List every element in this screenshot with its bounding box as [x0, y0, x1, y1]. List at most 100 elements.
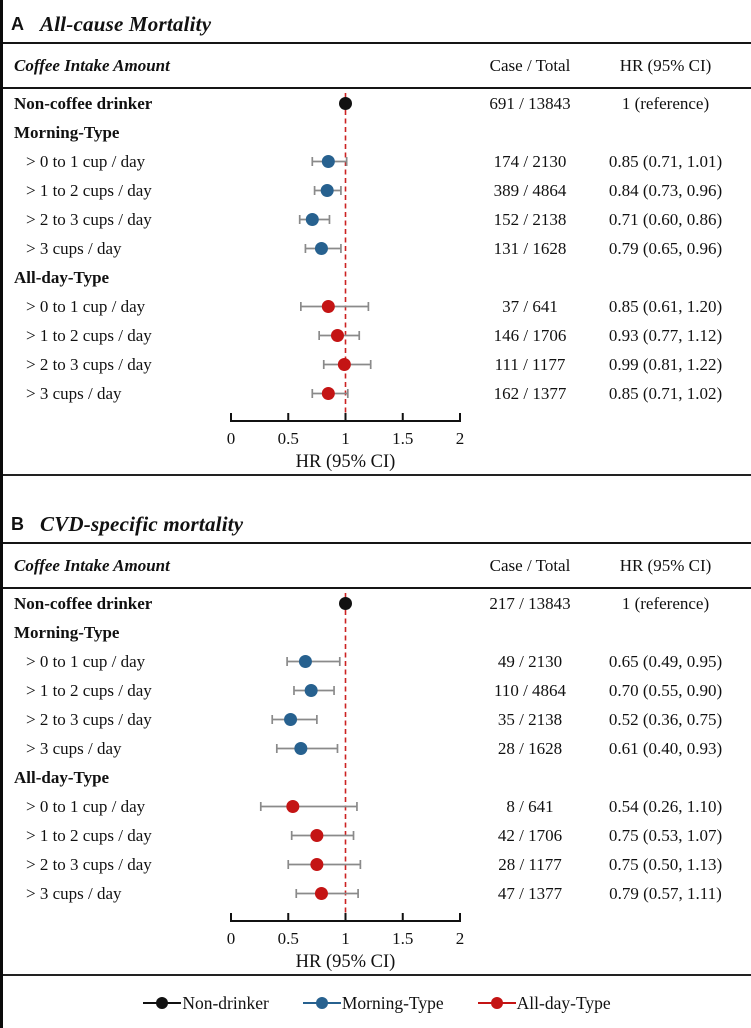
column-header-case-total: Case / Total: [489, 556, 571, 575]
row-label: > 1 to 2 cups / day: [26, 826, 152, 845]
row-label: > 0 to 1 cup / day: [26, 797, 146, 816]
row-label: Morning-Type: [14, 623, 120, 642]
svg-text:HR (95% CI): HR (95% CI): [296, 952, 396, 972]
all-day-type-marker-icon: [477, 997, 516, 1010]
row-label: > 3 cups / day: [26, 384, 122, 403]
row-case-total: 28 / 1177: [498, 855, 562, 874]
table-row: > 0 to 1 cup / day 174 / 2130 0.85 (0.71, …: [3, 147, 751, 176]
table-row: > 2 to 3 cups / day 152 / 2138 0.71 (0.60,…: [3, 205, 751, 234]
table-row: > 1 to 2 cups / day 146 / 1706 0.93 (0.77,…: [3, 321, 751, 350]
non-drinker-marker-icon: [143, 997, 182, 1010]
legend-label: All-day-Type: [516, 992, 611, 1013]
legend: Non-drinker Morning-Type All-day-Type: [3, 978, 751, 1028]
row-hr-ci: 0.75 (0.53, 1.07): [608, 826, 723, 845]
svg-text:2: 2: [456, 929, 465, 948]
row-label: > 0 to 1 cup / day: [26, 152, 146, 171]
legend-item-morning-type: Morning-Type: [302, 992, 444, 1014]
svg-text:1.5: 1.5: [392, 429, 413, 448]
row-hr-ci: 1 (reference): [621, 594, 710, 613]
row-case-total: 49 / 2130: [497, 652, 563, 671]
row-label: Morning-Type: [14, 123, 120, 142]
panel-a-title-row: A All-cause Mortality: [3, 6, 751, 44]
column-header-hr-ci: HR (95% CI): [619, 556, 712, 575]
table-row: > 1 to 2 cups / day 389 / 4864 0.84 (0.73,…: [3, 176, 751, 205]
row-case-total: 217 / 13843: [489, 594, 571, 613]
panel-a-plot-area: 0 0.5 1 1.5 2 HR (95% CI) Non-coffee drinker 6…: [3, 89, 751, 476]
row-case-total: 35 / 2138: [497, 710, 563, 729]
row-hr-ci: 0.71 (0.60, 0.86): [608, 210, 723, 229]
panel-a-rows: Non-coffee drinker 691 / 13843 1 (referenc…: [3, 89, 751, 408]
table-row: > 3 cups / day 28 / 1628 0.61 (0.40, 0.93): [3, 734, 751, 763]
table-row: > 3 cups / day 131 / 1628 0.79 (0.65, 0.96…: [3, 234, 751, 263]
row-case-total: 174 / 2130: [493, 152, 567, 171]
row-hr-ci: 0.70 (0.55, 0.90): [608, 681, 723, 700]
row-label: > 2 to 3 cups / day: [26, 855, 152, 874]
row-hr-ci: 1 (reference): [621, 94, 710, 113]
row-hr-ci: 0.75 (0.50, 1.13): [608, 855, 723, 874]
panel-b-rows: Non-coffee drinker 217 / 13843 1 (referenc…: [3, 589, 751, 908]
row-hr-ci: 0.84 (0.73, 0.96): [608, 181, 723, 200]
row-hr-ci: 0.99 (0.81, 1.22): [608, 355, 723, 374]
row-hr-ci: 0.54 (0.26, 1.10): [608, 797, 723, 816]
row-label: > 1 to 2 cups / day: [26, 326, 152, 345]
panel-b: B CVD-specific mortality Coffee Intake A…: [3, 506, 751, 976]
table-row-group: Morning-Type: [3, 618, 751, 647]
row-hr-ci: 0.65 (0.49, 0.95): [608, 652, 723, 671]
row-label: Non-coffee drinker: [14, 94, 153, 113]
row-label: > 2 to 3 cups / day: [26, 710, 152, 729]
svg-text:0.5: 0.5: [278, 429, 299, 448]
table-row: > 2 to 3 cups / day 111 / 1177 0.99 (0.81,…: [3, 350, 751, 379]
table-row: > 2 to 3 cups / day 35 / 2138 0.52 (0.36, …: [3, 705, 751, 734]
row-label: > 2 to 3 cups / day: [26, 355, 152, 374]
row-label: > 1 to 2 cups / day: [26, 181, 152, 200]
row-hr-ci: 0.79 (0.65, 0.96): [608, 239, 723, 258]
row-label: > 3 cups / day: [26, 239, 122, 258]
svg-text:0: 0: [227, 429, 236, 448]
svg-text:1: 1: [341, 429, 350, 448]
table-row-group: All-day-Type: [3, 763, 751, 792]
row-case-total: 152 / 2138: [493, 210, 567, 229]
panel-a-letter: A: [11, 13, 24, 34]
row-case-total: 146 / 1706: [493, 326, 567, 345]
table-row: > 2 to 3 cups / day 28 / 1177 0.75 (0.50, …: [3, 850, 751, 879]
row-label: > 2 to 3 cups / day: [26, 210, 152, 229]
row-label: > 0 to 1 cup / day: [26, 297, 146, 316]
table-row: > 0 to 1 cup / day 8 / 641 0.54 (0.26, 1.1…: [3, 792, 751, 821]
table-row: > 1 to 2 cups / day 110 / 4864 0.70 (0.55,…: [3, 676, 751, 705]
column-header-hr-ci: HR (95% CI): [619, 56, 712, 75]
row-case-total: 111 / 1177: [494, 355, 566, 374]
row-case-total: 28 / 1628: [497, 739, 563, 758]
svg-text:1: 1: [341, 929, 350, 948]
panel-b-column-header: Coffee Intake Amount Case / Total HR (95…: [3, 544, 751, 589]
row-case-total: 691 / 13843: [489, 94, 571, 113]
svg-text:1.5: 1.5: [392, 929, 413, 948]
svg-text:HR (95% CI): HR (95% CI): [296, 452, 396, 472]
legend-item-non-drinker: Non-drinker: [143, 993, 269, 1014]
row-case-total: 8 / 641: [506, 797, 554, 816]
legend-label: Morning-Type: [341, 992, 444, 1013]
row-case-total: 162 / 1377: [493, 384, 567, 403]
row-case-total: 110 / 4864: [493, 681, 567, 700]
row-label: > 1 to 2 cups / day: [26, 681, 152, 700]
panel-a-column-header: Coffee Intake Amount Case / Total HR (95…: [3, 44, 751, 89]
row-label: All-day-Type: [14, 268, 110, 287]
table-row: > 0 to 1 cup / day 37 / 641 0.85 (0.61, 1.…: [3, 292, 751, 321]
legend-label: Non-drinker: [182, 992, 269, 1013]
table-row: > 3 cups / day 162 / 1377 0.85 (0.71, 1.02…: [3, 379, 751, 408]
panel-a: A All-cause Mortality Coffee Intake Amou…: [3, 6, 751, 476]
column-header-intake: Coffee Intake Amount: [14, 55, 170, 75]
row-hr-ci: 0.52 (0.36, 0.75): [608, 710, 723, 729]
row-hr-ci: 0.85 (0.71, 1.02): [608, 384, 723, 403]
table-row: Non-coffee drinker 691 / 13843 1 (referenc…: [3, 89, 751, 118]
table-row: Non-coffee drinker 217 / 13843 1 (referenc…: [3, 589, 751, 618]
row-label: Non-coffee drinker: [14, 594, 153, 613]
row-case-total: 131 / 1628: [493, 239, 567, 258]
table-row: > 1 to 2 cups / day 42 / 1706 0.75 (0.53, …: [3, 821, 751, 850]
panel-b-title: CVD-specific mortality: [40, 511, 244, 536]
morning-type-marker-icon: [302, 997, 341, 1010]
row-hr-ci: 0.85 (0.71, 1.01): [608, 152, 723, 171]
svg-text:0: 0: [227, 929, 236, 948]
legend-item-all-day-type: All-day-Type: [477, 992, 611, 1014]
table-row-group: All-day-Type: [3, 263, 751, 292]
